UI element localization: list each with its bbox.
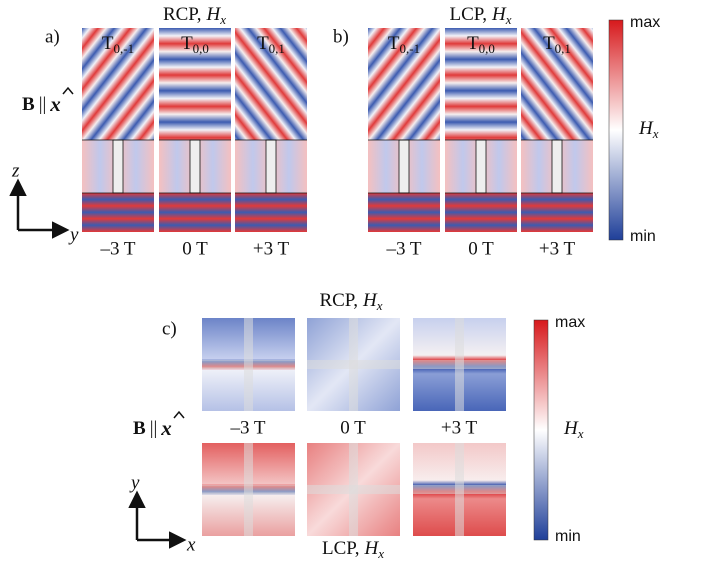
pillar [190, 140, 200, 193]
text-part: B [22, 94, 35, 115]
cross-bar [413, 360, 506, 369]
colorbar-max: max [555, 314, 585, 331]
text-part: x [376, 298, 383, 313]
figure: a)RCP,HxT0,-1–3 TT0,00 TT0,1+3 Tb)LCP,Hx… [0, 0, 705, 566]
text-part: || [150, 418, 158, 439]
pillar [399, 140, 409, 193]
cross-bar [202, 485, 295, 494]
text-part: H [206, 4, 222, 25]
text-part: x [219, 12, 226, 27]
b-field-label: B||x [133, 416, 172, 440]
text-part: x [652, 126, 659, 141]
cross-bar [307, 360, 400, 369]
text-part: H [363, 538, 379, 559]
field-map-bottom [82, 193, 154, 232]
text-part: T [102, 33, 114, 54]
cross-bar [202, 360, 295, 369]
text-part: || [39, 94, 47, 115]
panel-label: a) [45, 26, 60, 47]
text-part: x [577, 426, 584, 441]
field-value: –3 T [385, 238, 421, 259]
text-part: T [257, 33, 269, 54]
pillar [476, 140, 486, 193]
text-part: B [133, 418, 146, 439]
field-value: –3 T [229, 417, 265, 438]
field-map-bottom [521, 193, 593, 232]
text-part: 0,0 [193, 41, 209, 56]
field-value: 0 T [340, 417, 366, 438]
field-value: 0 T [468, 238, 494, 259]
text-part: T [181, 33, 193, 54]
colorbar [534, 320, 548, 540]
panel-title: RCP,Hx [319, 290, 382, 313]
pillar [266, 140, 276, 193]
colorbar-label: Hx [563, 418, 584, 441]
colorbar-min: min [555, 528, 581, 545]
pillar [113, 140, 123, 193]
panel-title: LCP,Hx [322, 538, 384, 561]
colorbar-label: Hx [638, 118, 659, 141]
text-part: RCP, [319, 290, 358, 311]
text-part: H [362, 290, 378, 311]
text-part: H [638, 118, 654, 139]
text-part: H [491, 4, 507, 25]
field-value: +3 T [539, 238, 576, 259]
panel-title: LCP,Hx [449, 4, 511, 27]
field-value: +3 T [441, 417, 478, 438]
text-part: x [49, 92, 61, 116]
field-map-bottom [368, 193, 440, 232]
text-part: x [377, 546, 384, 561]
text-part: LCP, [449, 4, 487, 25]
panel-label: c) [162, 318, 177, 339]
text-part: H [563, 418, 579, 439]
text-part: 0,1 [555, 41, 571, 56]
text-part: 0,-1 [114, 41, 135, 56]
pillar [552, 140, 562, 193]
text-part: LCP, [322, 538, 360, 559]
unit-hat [63, 88, 73, 94]
axis-label: z [11, 160, 20, 181]
text-part: RCP, [163, 4, 202, 25]
text-part: 0,0 [479, 41, 495, 56]
cross-bar [307, 485, 400, 494]
panel-label: b) [333, 26, 349, 47]
text-part: x [505, 12, 512, 27]
text-part: T [388, 33, 400, 54]
field-value: +3 T [253, 238, 290, 259]
colorbar [609, 20, 623, 240]
b-field-label: B||x [22, 92, 61, 116]
panel-title: RCP,Hx [163, 4, 226, 27]
axis-label: y [129, 472, 140, 493]
field-map-bottom [445, 193, 517, 232]
text-part: T [543, 33, 555, 54]
field-map-bottom [235, 193, 307, 232]
text-part: T [467, 33, 479, 54]
axis-label: y [68, 224, 79, 245]
cross-bar [413, 485, 506, 494]
colorbar-max: max [630, 14, 660, 31]
field-value: 0 T [182, 238, 208, 259]
unit-hat [174, 412, 184, 418]
colorbar-min: min [630, 228, 656, 245]
field-value: –3 T [99, 238, 135, 259]
field-map-bottom [159, 193, 231, 232]
text-part: 0,-1 [400, 41, 421, 56]
axis-label: x [186, 534, 196, 555]
text-part: 0,1 [269, 41, 285, 56]
text-part: x [160, 416, 172, 440]
